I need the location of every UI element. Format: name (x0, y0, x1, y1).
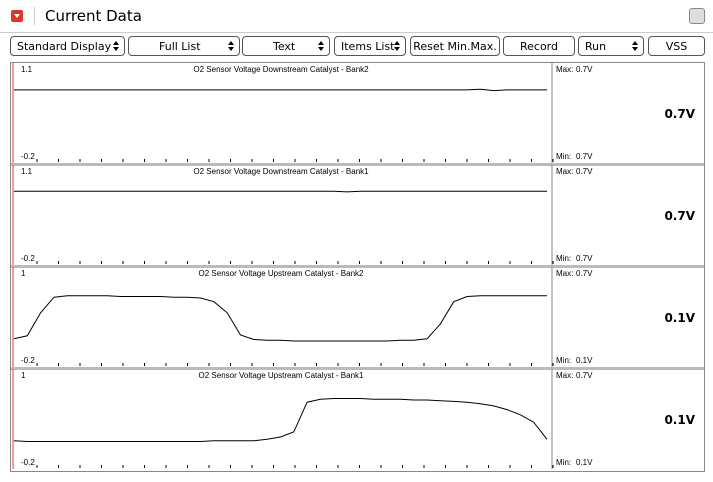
min-label: Min: (556, 458, 571, 467)
toolbar-button[interactable]: Standard Display (10, 36, 125, 56)
button-label: Reset Min.Max. (413, 40, 497, 53)
toolbar-button[interactable]: Items List (334, 36, 406, 56)
button-label: Items List (341, 40, 395, 53)
max-value: 0.7V (576, 167, 593, 176)
trace-line (14, 190, 547, 193)
header-title: Current Data (34, 7, 142, 25)
trace-line (14, 88, 547, 92)
panel-title: O2 Sensor Voltage Downstream Catalyst - … (193, 65, 369, 74)
dropdown-arrow (632, 41, 638, 53)
max-value: 0.7V (576, 65, 593, 74)
max-label: Max: (556, 65, 573, 74)
panel-title: O2 Sensor Voltage Upstream Catalyst - Ba… (199, 269, 365, 278)
trace-line (13, 398, 548, 442)
toolbar-button[interactable]: VSS (648, 36, 705, 56)
panel-divider (11, 367, 704, 370)
min-value: 0.7V (576, 254, 593, 263)
trace-line (13, 295, 547, 342)
max-label: Max: (556, 167, 573, 176)
y-max-label: 1 (21, 371, 26, 380)
toolbar: Standard Display Full List Text Items List R… (10, 36, 705, 58)
button-label: Record (519, 40, 558, 53)
button-label: Standard Display (17, 40, 112, 53)
min-label: Min: (556, 254, 571, 263)
button-label: Full List (159, 40, 201, 53)
y-min-label: -0.2 (21, 458, 35, 467)
toolbar-button[interactable]: Record (503, 36, 575, 56)
current-value: 0.1V (664, 311, 695, 325)
dropdown-arrow (394, 41, 400, 53)
menu-icon[interactable] (689, 8, 705, 24)
current-value: 0.7V (664, 107, 695, 121)
min-label: Min: (556, 152, 571, 161)
panel-divider (11, 265, 704, 268)
current-value: 0.7V (664, 209, 695, 223)
toolbar-button[interactable]: Full List (128, 36, 240, 56)
button-label: Run (585, 40, 607, 53)
y-min-label: -0.2 (21, 152, 35, 161)
max-label: Max: (556, 269, 573, 278)
max-value: 0.7V (576, 371, 593, 380)
button-label: Text (273, 40, 296, 53)
max-label: Max: (556, 371, 573, 380)
y-min-label: -0.2 (21, 356, 35, 365)
min-value: 0.7V (576, 152, 593, 161)
panel-divider (11, 163, 704, 166)
y-max-label: 1.1 (21, 65, 33, 74)
dropdown-arrow (318, 41, 324, 53)
min-label: Min: (556, 356, 571, 365)
plots: 1.1 -0.2 O2 Sensor Voltage Downstream Cata… (11, 63, 704, 469)
panel-title: O2 Sensor Voltage Downstream Catalyst - … (193, 167, 369, 176)
button-label: VSS (665, 40, 688, 53)
toolbar-button[interactable]: Run (578, 36, 644, 56)
y-max-label: 1.1 (21, 167, 33, 176)
dropdown-arrow (228, 41, 234, 53)
toolbar-button[interactable]: Text (242, 36, 330, 56)
min-value: 0.1V (576, 458, 593, 467)
min-value: 0.1V (576, 356, 593, 365)
toolbar-button[interactable]: Reset Min.Max. (410, 36, 500, 56)
max-value: 0.7V (576, 269, 593, 278)
header: Current Data (0, 0, 713, 33)
y-max-label: 1 (21, 269, 26, 278)
current-value: 0.1V (664, 413, 695, 427)
panel-title: O2 Sensor Voltage Upstream Catalyst - Ba… (199, 371, 365, 380)
panels: 1.1 -0.2 O2 Sensor Voltage Downstream Cata… (10, 62, 705, 472)
y-min-label: -0.2 (21, 254, 35, 263)
dropdown-arrow (113, 41, 119, 53)
collapse-icon[interactable] (11, 10, 23, 22)
